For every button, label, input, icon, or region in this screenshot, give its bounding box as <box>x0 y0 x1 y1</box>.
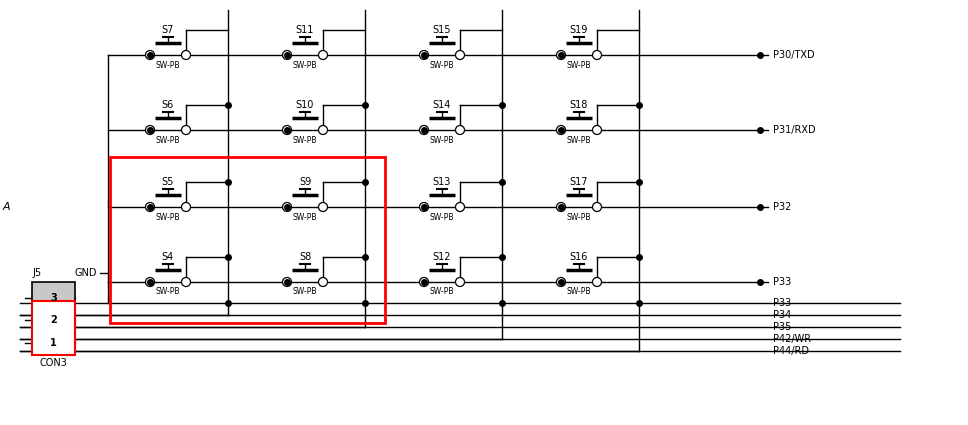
Text: SW-PB: SW-PB <box>430 287 454 297</box>
Text: P42/WR: P42/WR <box>773 334 811 344</box>
Circle shape <box>145 202 155 212</box>
Circle shape <box>419 202 429 212</box>
Text: S6: S6 <box>162 100 174 110</box>
Text: S14: S14 <box>433 100 451 110</box>
Circle shape <box>318 125 327 134</box>
Text: P30/TXD: P30/TXD <box>773 50 815 60</box>
Text: S13: S13 <box>433 177 451 187</box>
Text: SW-PB: SW-PB <box>156 136 180 144</box>
Text: P31/RXD: P31/RXD <box>773 125 816 135</box>
Circle shape <box>182 202 191 212</box>
Circle shape <box>419 125 429 134</box>
Text: SW-PB: SW-PB <box>566 212 591 221</box>
Circle shape <box>145 125 155 134</box>
Text: S17: S17 <box>570 177 589 187</box>
Circle shape <box>145 278 155 286</box>
Text: GND: GND <box>75 268 97 278</box>
Text: P32: P32 <box>773 202 792 212</box>
Text: P33: P33 <box>773 298 791 308</box>
Bar <box>32 301 75 355</box>
Circle shape <box>557 51 565 60</box>
Text: P33: P33 <box>773 277 791 287</box>
Circle shape <box>283 278 291 286</box>
Text: S8: S8 <box>299 252 311 262</box>
Text: SW-PB: SW-PB <box>430 136 454 144</box>
Circle shape <box>557 125 565 134</box>
Circle shape <box>456 202 465 212</box>
Circle shape <box>283 125 291 134</box>
Text: A: A <box>3 202 11 212</box>
Bar <box>32 282 75 355</box>
Text: SW-PB: SW-PB <box>156 60 180 70</box>
Text: S19: S19 <box>570 25 589 35</box>
Circle shape <box>557 278 565 286</box>
Circle shape <box>456 51 465 60</box>
Text: S9: S9 <box>299 177 311 187</box>
Text: J5: J5 <box>32 268 41 278</box>
Text: S5: S5 <box>162 177 174 187</box>
Text: S16: S16 <box>570 252 589 262</box>
Bar <box>110 157 385 323</box>
Circle shape <box>283 51 291 60</box>
Circle shape <box>318 202 327 212</box>
Circle shape <box>592 278 601 286</box>
Text: 1: 1 <box>50 338 57 348</box>
Text: S7: S7 <box>162 25 174 35</box>
Circle shape <box>318 278 327 286</box>
Circle shape <box>283 202 291 212</box>
Text: CON3: CON3 <box>40 358 68 368</box>
Text: SW-PB: SW-PB <box>566 60 591 70</box>
Text: S12: S12 <box>433 252 451 262</box>
Circle shape <box>456 125 465 134</box>
Text: SW-PB: SW-PB <box>292 136 318 144</box>
Text: 2: 2 <box>50 315 57 325</box>
Text: SW-PB: SW-PB <box>566 136 591 144</box>
Circle shape <box>182 278 191 286</box>
Text: P44/RD: P44/RD <box>773 346 809 356</box>
Circle shape <box>456 278 465 286</box>
Text: SW-PB: SW-PB <box>156 287 180 297</box>
Text: SW-PB: SW-PB <box>292 287 318 297</box>
Text: S18: S18 <box>570 100 589 110</box>
Text: S10: S10 <box>296 100 315 110</box>
Circle shape <box>592 51 601 60</box>
Circle shape <box>592 125 601 134</box>
Circle shape <box>182 125 191 134</box>
Circle shape <box>182 51 191 60</box>
Circle shape <box>419 51 429 60</box>
Text: S4: S4 <box>162 252 174 262</box>
Circle shape <box>557 202 565 212</box>
Text: P34: P34 <box>773 310 791 320</box>
Text: 3: 3 <box>50 293 57 303</box>
Text: P35: P35 <box>773 322 792 332</box>
Text: S11: S11 <box>296 25 315 35</box>
Circle shape <box>419 278 429 286</box>
Circle shape <box>145 51 155 60</box>
Circle shape <box>318 51 327 60</box>
Circle shape <box>592 202 601 212</box>
Text: SW-PB: SW-PB <box>430 60 454 70</box>
Text: SW-PB: SW-PB <box>292 212 318 221</box>
Text: SW-PB: SW-PB <box>430 212 454 221</box>
Text: SW-PB: SW-PB <box>156 212 180 221</box>
Text: SW-PB: SW-PB <box>566 287 591 297</box>
Text: SW-PB: SW-PB <box>292 60 318 70</box>
Text: S15: S15 <box>433 25 451 35</box>
